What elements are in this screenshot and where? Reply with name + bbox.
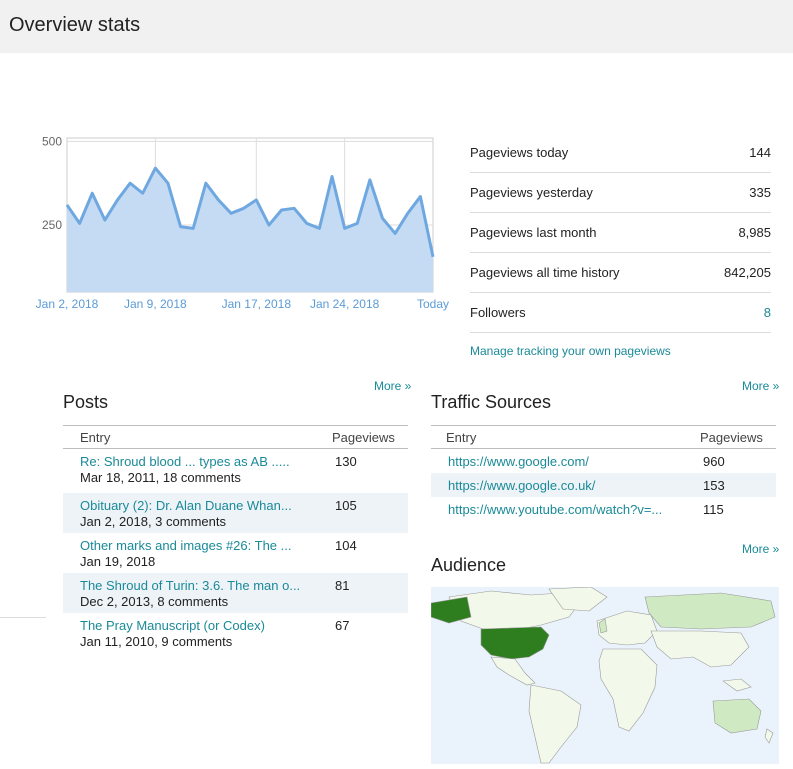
- traffic-views: 115: [703, 502, 724, 517]
- traffic-table-header: Entry Pageviews: [431, 425, 776, 449]
- post-title-link[interactable]: The Pray Manuscript (or Codex): [80, 618, 265, 633]
- stat-value: 842,205: [724, 265, 771, 280]
- post-meta: Mar 18, 2011, 18 comments: [80, 470, 241, 485]
- table-row: Re: Shroud blood ... types as AB ..... M…: [63, 453, 408, 493]
- col-pageviews: Pageviews: [700, 430, 763, 445]
- post-views: 105: [335, 498, 357, 513]
- stat-pageviews-last-month: Pageviews last month 8,985: [470, 213, 771, 253]
- divider: [0, 617, 46, 618]
- world-map-graphic: [431, 587, 776, 764]
- table-row: https://www.youtube.com/watch?v=... 115: [431, 497, 776, 521]
- audience-more-link[interactable]: More »: [742, 542, 780, 556]
- stat-value: 8,985: [738, 225, 771, 240]
- series-line: [65, 166, 435, 258]
- traffic-views: 153: [703, 478, 725, 493]
- table-row: The Shroud of Turin: 3.6. The man o... D…: [63, 573, 408, 613]
- col-entry: Entry: [80, 430, 111, 445]
- stat-pageviews-yesterday: Pageviews yesterday 335: [470, 173, 771, 213]
- table-row: The Pray Manuscript (or Codex) Jan 11, 2…: [63, 613, 408, 653]
- posts-title: Posts: [63, 392, 109, 412]
- traffic-views: 960: [703, 454, 725, 469]
- traffic-url-link[interactable]: https://www.google.com/: [448, 454, 589, 469]
- followers-link[interactable]: 8: [763, 305, 771, 320]
- pageviews-chart: 250 500 Jan 2, 2018 Jan 9, 2018 Jan 17, 2018…: [36, 134, 449, 311]
- col-pageviews: Pageviews: [332, 430, 395, 445]
- post-views: 67: [335, 618, 350, 633]
- stat-label: Pageviews yesterday: [470, 185, 593, 200]
- post-views: 81: [335, 578, 350, 593]
- traffic-table: Entry Pageviews https://www.google.com/ …: [431, 425, 776, 521]
- audience-world-map[interactable]: [431, 587, 779, 764]
- table-row: Other marks and images #26: The ... Jan …: [63, 533, 408, 573]
- traffic-url-link[interactable]: https://www.youtube.com/watch?v=...: [448, 502, 663, 517]
- post-title-link[interactable]: The Shroud of Turin: 3.6. The man o...: [80, 578, 301, 593]
- post-meta: Jan 11, 2010, 9 comments: [80, 634, 233, 649]
- posts-more-link[interactable]: More »: [374, 379, 412, 393]
- stat-label: Pageviews all time history: [470, 265, 620, 280]
- y-tick-label: 250: [42, 218, 62, 232]
- posts-table-header: Entry Pageviews: [63, 425, 408, 449]
- page-title: Overview stats: [9, 14, 141, 36]
- x-tick-label: Jan 24, 2018: [310, 297, 380, 311]
- traffic-url-link[interactable]: https://www.google.co.uk/: [448, 478, 596, 493]
- manage-tracking-link[interactable]: Manage tracking your own pageviews: [470, 344, 671, 358]
- table-row: https://www.google.com/ 960: [431, 449, 776, 473]
- post-meta: Dec 2, 2013, 8 comments: [80, 594, 229, 609]
- traffic-title: Traffic Sources: [431, 392, 552, 412]
- post-meta: Jan 2, 2018, 3 comments: [80, 514, 226, 529]
- x-tick-label: Today: [417, 297, 449, 311]
- stat-pageviews-today: Pageviews today 144: [470, 133, 771, 173]
- posts-table: Entry Pageviews Re: Shroud blood ... typ…: [63, 425, 408, 653]
- stat-value: 335: [749, 185, 771, 200]
- x-tick-label: Jan 9, 2018: [124, 297, 187, 311]
- col-entry: Entry: [446, 430, 477, 445]
- stat-label: Pageviews today: [470, 145, 569, 160]
- header-bar: Overview stats: [0, 0, 793, 53]
- stat-pageviews-all-time: Pageviews all time history 842,205: [470, 253, 771, 293]
- stat-followers: Followers 8: [470, 293, 771, 333]
- post-title-link[interactable]: Other marks and images #26: The ...: [80, 538, 292, 553]
- post-views: 104: [335, 538, 357, 553]
- audience-title: Audience: [431, 555, 507, 575]
- table-row: Obituary (2): Dr. Alan Duane Whan... Jan…: [63, 493, 408, 533]
- post-title-link[interactable]: Obituary (2): Dr. Alan Duane Whan...: [80, 498, 292, 513]
- y-tick-label: 500: [42, 134, 62, 148]
- stat-label: Followers: [470, 305, 526, 320]
- x-tick-label: Jan 17, 2018: [222, 297, 292, 311]
- stat-label: Pageviews last month: [470, 225, 597, 240]
- post-meta: Jan 19, 2018: [80, 554, 156, 569]
- post-views: 130: [335, 454, 357, 469]
- stats-list: Pageviews today 144 Pageviews yesterday …: [470, 133, 771, 333]
- series-area: [67, 168, 433, 292]
- stat-value: 144: [749, 145, 771, 160]
- traffic-more-link[interactable]: More »: [742, 379, 780, 393]
- table-row: https://www.google.co.uk/ 153: [431, 473, 776, 497]
- x-tick-label: Jan 2, 2018: [36, 297, 99, 311]
- post-title-link[interactable]: Re: Shroud blood ... types as AB .....: [80, 454, 290, 469]
